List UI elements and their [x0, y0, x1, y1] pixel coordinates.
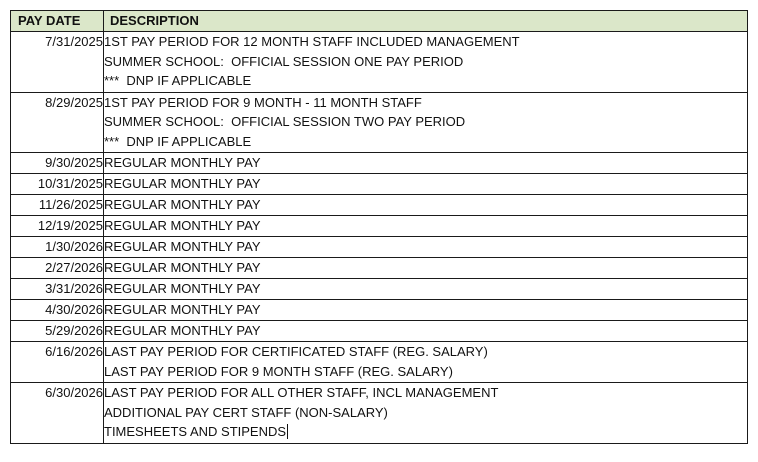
description-cell: REGULAR MONTHLY PAY	[103, 257, 748, 279]
description-cell: REGULAR MONTHLY PAY	[103, 236, 748, 258]
table-row: 9/30/2025 REGULAR MONTHLY PAY	[10, 152, 748, 174]
description-cell: LAST PAY PERIOD FOR CERTIFICATED STAFF (…	[103, 341, 748, 383]
description-line: REGULAR MONTHLY PAY	[104, 197, 261, 212]
description-header: DESCRIPTION	[103, 10, 748, 32]
pay-date-cell: 5/29/2026	[10, 320, 104, 342]
pay-date-header: PAY DATE	[10, 10, 104, 32]
table-row: 7/31/2025 1ST PAY PERIOD FOR 12 MONTH STA…	[10, 31, 748, 93]
pay-date-cell: 9/30/2025	[10, 152, 104, 174]
description-cell: 1ST PAY PERIOD FOR 9 MONTH - 11 MONTH ST…	[103, 91, 748, 153]
description-cell: 1ST PAY PERIOD FOR 12 MONTH STAFF INCLUD…	[103, 31, 748, 93]
description-line: LAST PAY PERIOD FOR CERTIFICATED STAFF (…	[104, 344, 488, 359]
table-row: 11/26/2025 REGULAR MONTHLY PAY	[10, 194, 748, 216]
description-line: REGULAR MONTHLY PAY	[104, 218, 261, 233]
pay-date-cell: 12/19/2025	[10, 215, 104, 237]
description-line: REGULAR MONTHLY PAY	[104, 260, 261, 275]
description-cell: LAST PAY PERIOD FOR ALL OTHER STAFF, INC…	[103, 382, 748, 444]
description-line: LAST PAY PERIOD FOR 9 MONTH STAFF (REG. …	[104, 363, 453, 379]
pay-date-cell: 1/30/2026	[10, 236, 104, 258]
table-row: 12/19/2025 REGULAR MONTHLY PAY	[10, 215, 748, 237]
description-line: 1ST PAY PERIOD FOR 9 MONTH - 11 MONTH ST…	[104, 94, 422, 110]
description-line: REGULAR MONTHLY PAY	[104, 323, 261, 338]
description-line: ADDITIONAL PAY CERT STAFF (NON-SALARY)	[104, 404, 388, 420]
pay-date-cell: 11/26/2025	[10, 194, 104, 216]
table-row: 6/30/2026 LAST PAY PERIOD FOR ALL OTHER S…	[10, 382, 748, 444]
description-cell: REGULAR MONTHLY PAY	[103, 320, 748, 342]
description-line: LAST PAY PERIOD FOR ALL OTHER STAFF, INC…	[104, 385, 499, 400]
table-row: 6/16/2026 LAST PAY PERIOD FOR CERTIFICATE…	[10, 341, 748, 383]
table-row: 3/31/2026 REGULAR MONTHLY PAY	[10, 278, 748, 300]
description-cell: REGULAR MONTHLY PAY	[103, 299, 748, 321]
pay-schedule-table: PAY DATE DESCRIPTION 7/31/2025 1ST PAY PE…	[10, 10, 748, 444]
table-row: 2/27/2026 REGULAR MONTHLY PAY	[10, 257, 748, 279]
pay-date-cell: 2/27/2026	[10, 257, 104, 279]
text-cursor	[287, 424, 289, 439]
description-line: REGULAR MONTHLY PAY	[104, 281, 261, 296]
description-line: SUMMER SCHOOL: OFFICIAL SESSION ONE PAY …	[104, 53, 464, 69]
pay-date-cell: 6/16/2026	[10, 341, 104, 383]
description-line: REGULAR MONTHLY PAY	[104, 176, 261, 191]
table-header: PAY DATE DESCRIPTION	[10, 10, 748, 32]
table-row: 8/29/2025 1ST PAY PERIOD FOR 9 MONTH - 11…	[10, 91, 748, 153]
description-line: REGULAR MONTHLY PAY	[104, 155, 261, 170]
description-cell: REGULAR MONTHLY PAY	[103, 173, 748, 195]
pay-date-cell: 4/30/2026	[10, 299, 104, 321]
pay-date-cell: 8/29/2025	[10, 91, 104, 153]
description-cell: REGULAR MONTHLY PAY	[103, 194, 748, 216]
description-line: REGULAR MONTHLY PAY	[104, 302, 261, 317]
description-cell: REGULAR MONTHLY PAY	[103, 278, 748, 300]
description-cell: REGULAR MONTHLY PAY	[103, 152, 748, 174]
description-line: 1ST PAY PERIOD FOR 12 MONTH STAFF INCLUD…	[104, 34, 520, 49]
table-row: 1/30/2026 REGULAR MONTHLY PAY	[10, 236, 748, 258]
table-row: 5/29/2026 REGULAR MONTHLY PAY	[10, 320, 748, 342]
pay-date-cell: 3/31/2026	[10, 278, 104, 300]
pay-date-cell: 6/30/2026	[10, 382, 104, 444]
description-line: *** DNP IF APPLICABLE	[104, 73, 252, 88]
header-row: PAY DATE DESCRIPTION	[10, 10, 748, 32]
description-line: TIMESHEETS AND STIPENDS	[104, 424, 287, 439]
table-row: 4/30/2026 REGULAR MONTHLY PAY	[10, 299, 748, 321]
pay-date-cell: 7/31/2025	[10, 31, 104, 93]
pay-date-cell: 10/31/2025	[10, 173, 104, 195]
description-line: *** DNP IF APPLICABLE	[104, 133, 252, 149]
description-line: REGULAR MONTHLY PAY	[104, 239, 261, 254]
table-body: 7/31/2025 1ST PAY PERIOD FOR 12 MONTH STA…	[10, 31, 748, 444]
description-line: SUMMER SCHOOL: OFFICIAL SESSION TWO PAY …	[104, 114, 466, 129]
description-cell: REGULAR MONTHLY PAY	[103, 215, 748, 237]
table-row: 10/31/2025 REGULAR MONTHLY PAY	[10, 173, 748, 195]
